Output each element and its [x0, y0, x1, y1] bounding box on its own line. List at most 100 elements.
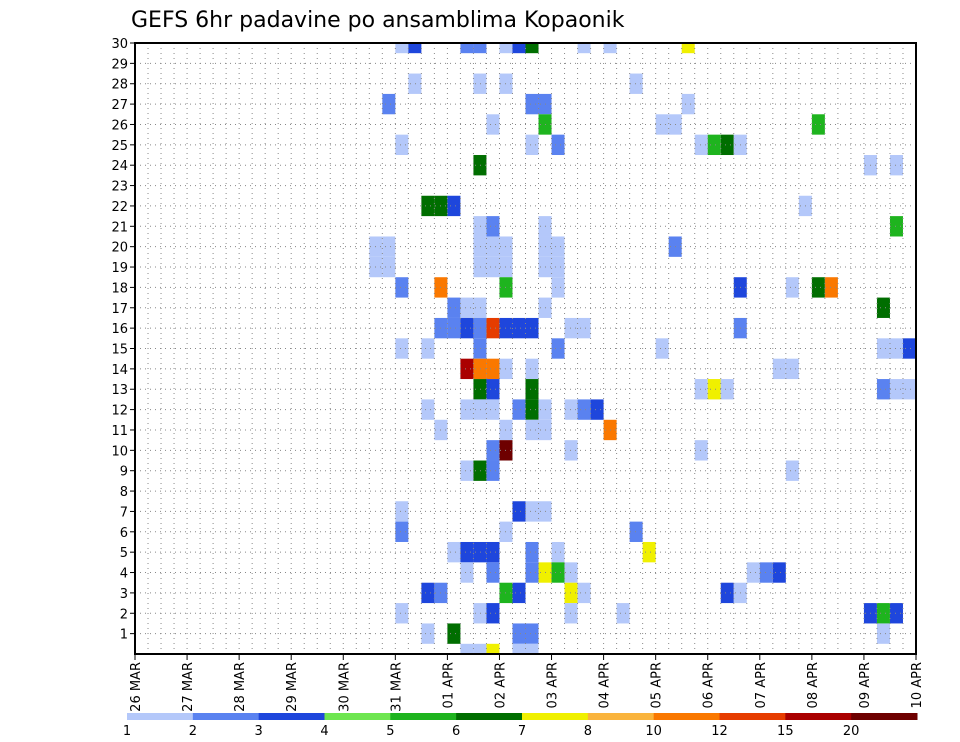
- precip-cell: [408, 73, 422, 94]
- precip-cell: [512, 399, 526, 420]
- x-tick-label: 05 APR: [650, 662, 665, 708]
- precip-cell: [473, 603, 487, 624]
- y-tick-label: 24: [111, 159, 128, 174]
- precip-cell: [681, 93, 695, 115]
- x-tick-label: 28 MAR: [233, 662, 248, 712]
- precip-cell: [889, 379, 903, 400]
- colorbar-swatch: [192, 713, 260, 720]
- precip-cell: [473, 43, 487, 54]
- precip-cell: [395, 501, 409, 522]
- precip-cell: [421, 399, 435, 420]
- y-tick-label: 27: [111, 98, 128, 113]
- x-tick-label: 27 MAR: [181, 662, 196, 712]
- y-tick-label: 1: [120, 628, 128, 643]
- precip-cell: [902, 379, 916, 400]
- precip-cell: [525, 643, 539, 654]
- y-tick-label: 10: [111, 444, 128, 459]
- y-tick-label: 23: [111, 180, 128, 195]
- y-tick-label: 25: [111, 139, 128, 154]
- precip-cell: [785, 460, 799, 481]
- y-tick-label: 7: [120, 505, 128, 520]
- precip-cell: [525, 419, 539, 441]
- precip-cell: [486, 460, 500, 481]
- precip-cell: [473, 358, 487, 380]
- precip-cell: [395, 338, 409, 359]
- precip-cell: [772, 562, 786, 583]
- y-tick-label: 14: [111, 363, 128, 378]
- precip-cell: [486, 236, 500, 257]
- precip-cell: [395, 521, 409, 542]
- precip-cell: [473, 236, 487, 257]
- precip-cell: [473, 155, 487, 176]
- precip-cell: [408, 43, 422, 54]
- y-tick-label: 20: [111, 241, 128, 256]
- precip-cell: [707, 134, 721, 156]
- x-tick-label: 07 APR: [754, 662, 769, 708]
- precip-cell: [655, 114, 669, 135]
- y-tick-label: 8: [120, 485, 128, 500]
- colorbar-label: 6: [452, 724, 460, 739]
- colorbar-swatch: [258, 713, 325, 720]
- precip-cell: [486, 358, 500, 380]
- colorbar-label: 20: [843, 724, 860, 739]
- precip-cell: [512, 643, 526, 654]
- precip-cell: [525, 134, 539, 156]
- precip-cell: [876, 338, 890, 359]
- precip-cell: [460, 643, 474, 654]
- x-tick-label: 10 APR: [910, 662, 925, 708]
- y-tick-label: 29: [111, 57, 128, 72]
- y-tick-label: 11: [111, 424, 128, 439]
- precip-cell: [577, 317, 591, 339]
- precip-cell: [525, 317, 539, 339]
- colorbar-swatch: [390, 713, 457, 720]
- precip-cell: [421, 338, 435, 359]
- precip-cell: [486, 440, 500, 461]
- precip-cell: [785, 277, 799, 298]
- y-tick-label: 5: [120, 546, 128, 561]
- precip-cell: [460, 43, 474, 54]
- y-tick-label: 26: [111, 118, 128, 133]
- x-tick-label: 31 MAR: [389, 662, 404, 712]
- precip-cell: [889, 603, 903, 624]
- y-tick-label: 13: [111, 383, 128, 398]
- precip-cell: [486, 541, 500, 563]
- precip-cell: [473, 317, 487, 339]
- y-tick-label: 16: [111, 322, 128, 337]
- precip-cell: [486, 114, 500, 135]
- precip-cell: [473, 460, 487, 481]
- precip-cell: [889, 338, 903, 359]
- colorbar-label: 12: [711, 724, 728, 739]
- precip-cell: [460, 358, 474, 380]
- x-tick-label: 09 APR: [858, 662, 873, 708]
- gridlines: [135, 42, 916, 654]
- precip-cell: [785, 358, 799, 380]
- precip-cell: [525, 623, 539, 644]
- precip-cell: [447, 623, 461, 644]
- precip-cell: [499, 43, 513, 54]
- precip-cell: [551, 338, 565, 359]
- precip-cell: [486, 399, 500, 420]
- precip-cell: [525, 43, 539, 54]
- precip-cell: [486, 562, 500, 583]
- chart-title: GEFS 6hr padavine po ansamblima Kopaonik: [131, 8, 625, 33]
- precip-cell: [473, 541, 487, 563]
- precip-cell: [889, 155, 903, 176]
- y-tick-label: 22: [111, 200, 128, 215]
- colorbar-swatch: [785, 713, 852, 720]
- precip-cell: [603, 43, 617, 54]
- precip-cell: [629, 521, 643, 542]
- colorbar-swatch: [851, 713, 918, 720]
- precip-cell: [681, 43, 695, 54]
- precip-cell: [512, 43, 526, 54]
- colorbar-swatch: [127, 713, 194, 720]
- precip-cell: [447, 541, 461, 563]
- precip-cell: [525, 541, 539, 563]
- precip-cell: [564, 440, 578, 461]
- colorbar-label: 15: [777, 724, 794, 739]
- precip-cell: [824, 277, 838, 298]
- precip-cell: [395, 277, 409, 298]
- precip-cells: [369, 43, 916, 654]
- y-tick-label: 4: [120, 567, 128, 582]
- colorbar-swatch: [587, 713, 655, 720]
- colorbar-swatch: [719, 713, 786, 720]
